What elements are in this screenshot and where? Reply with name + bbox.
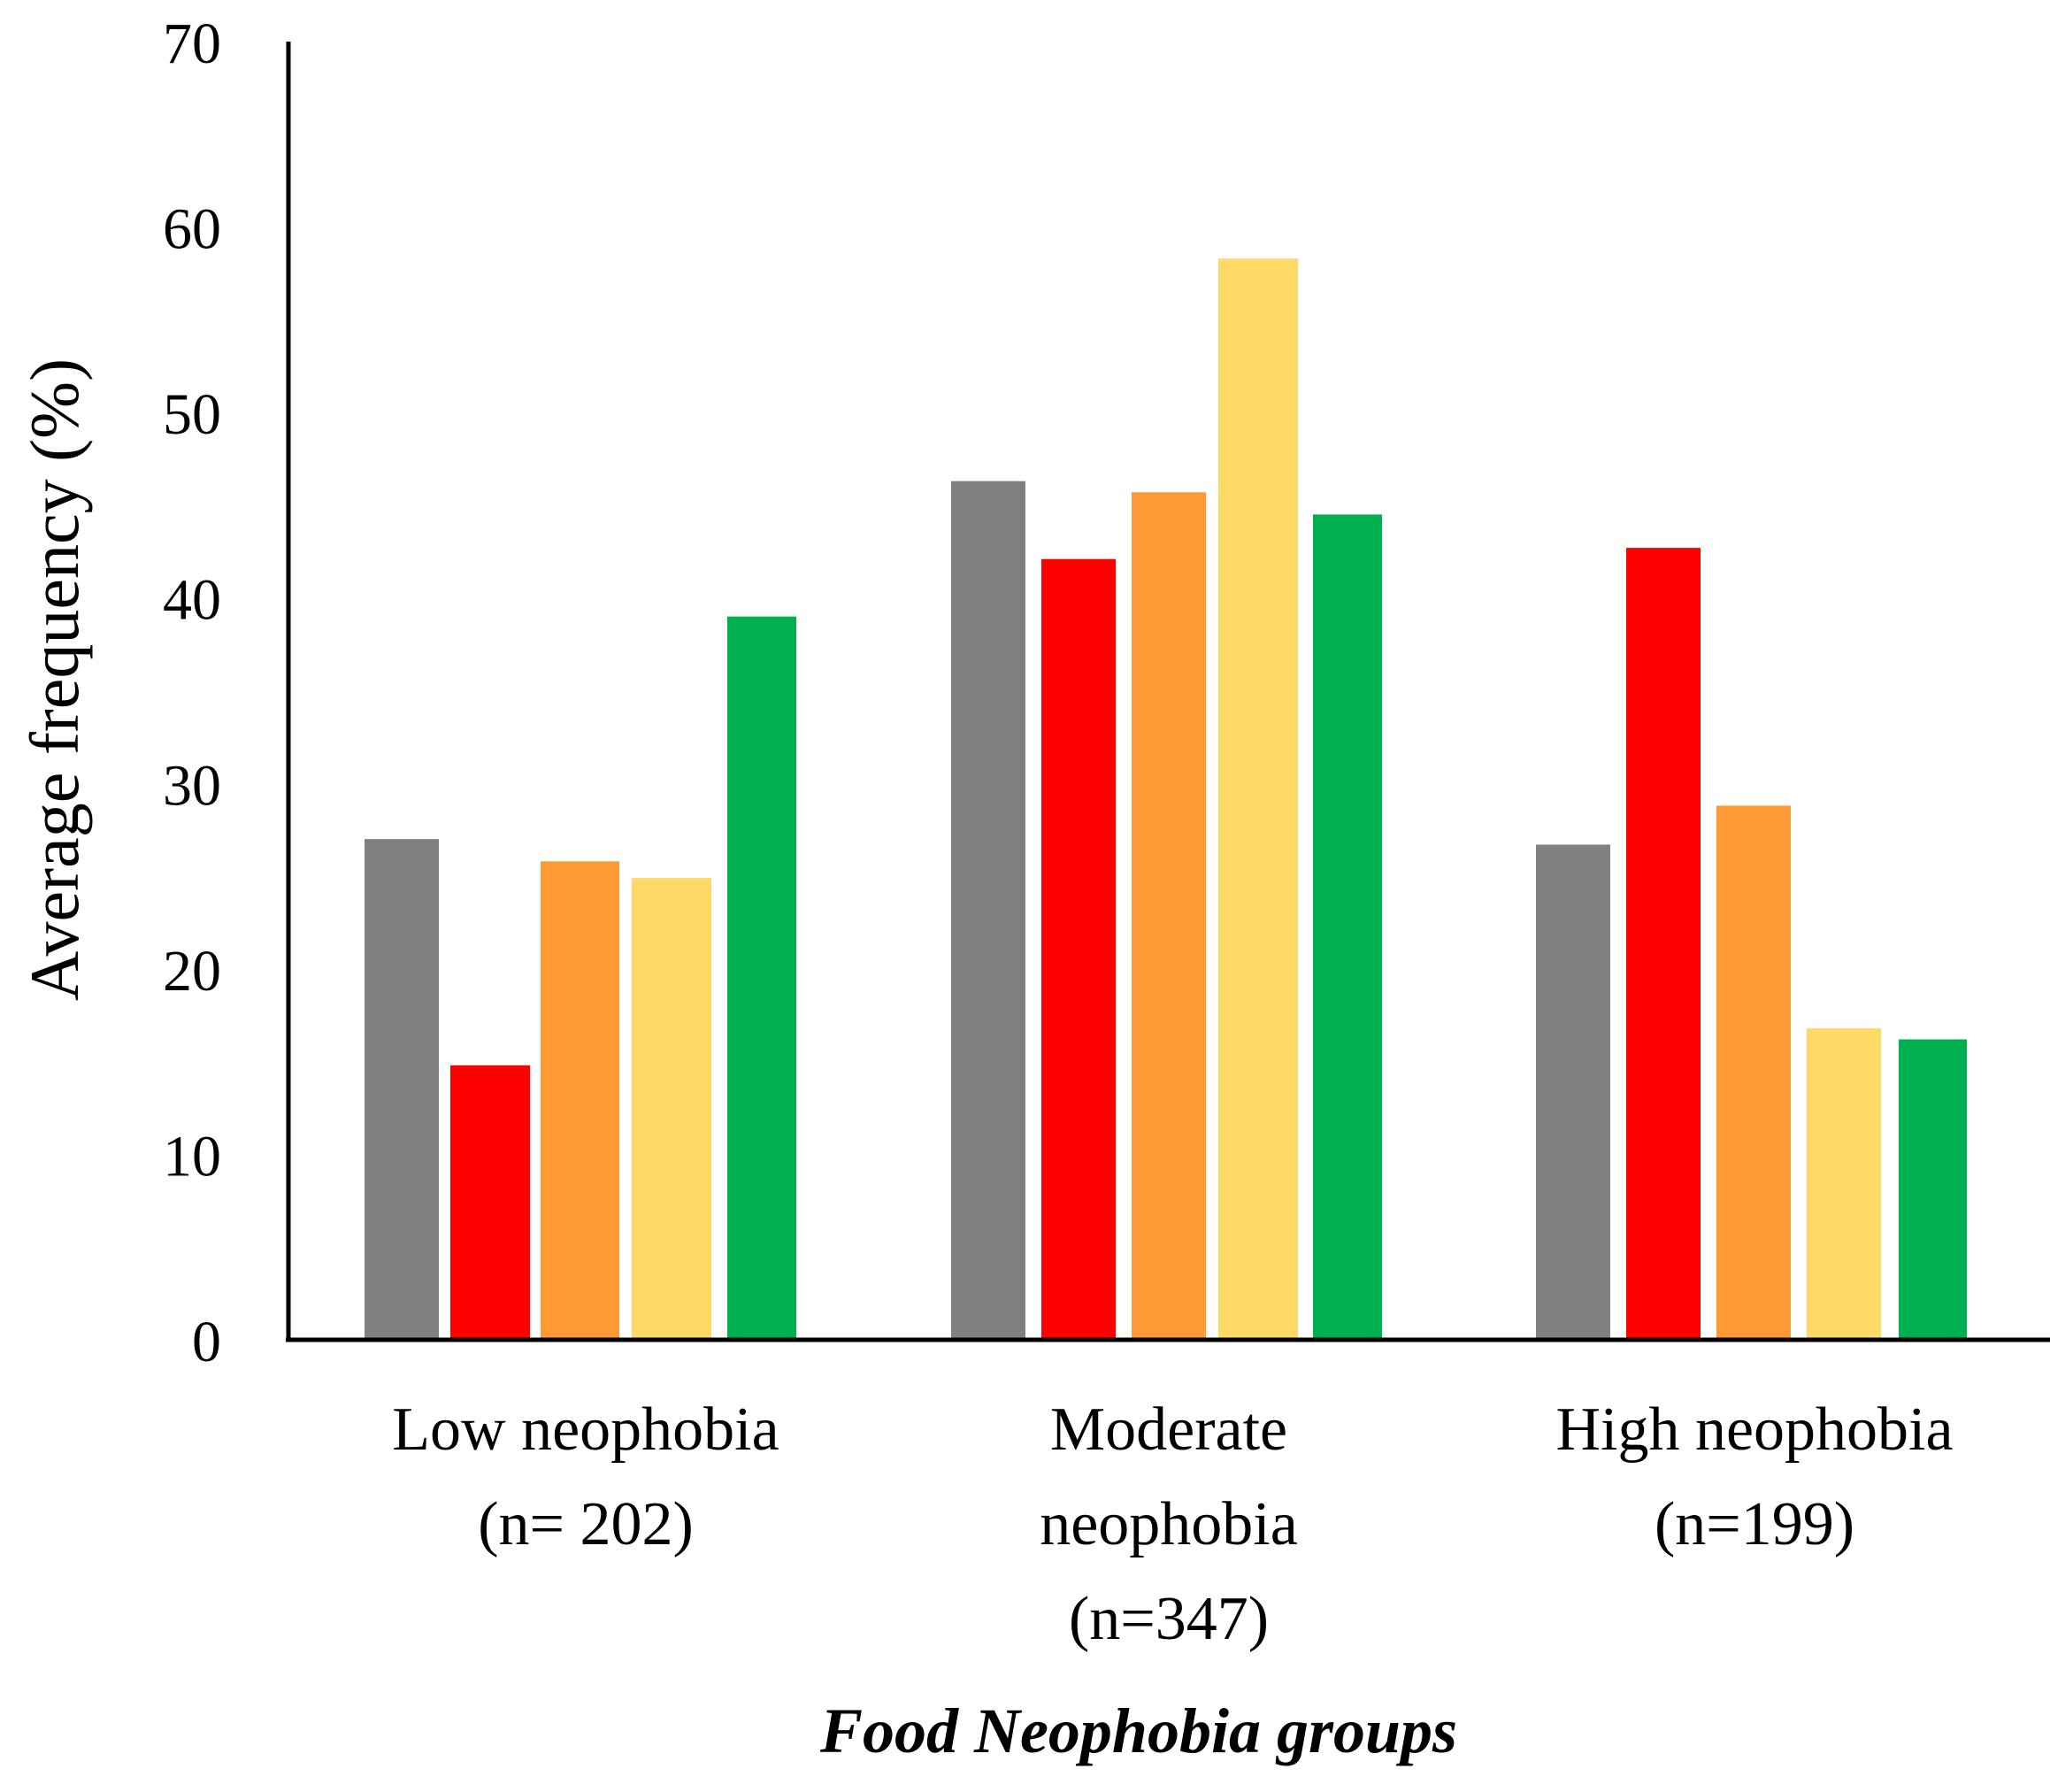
bar-series-1-group-3 bbox=[1536, 844, 1610, 1340]
x-category-labels: Low neophobia (n= 202) Moderate neophobia (n… bbox=[392, 1396, 1953, 1653]
y-tick-labels: 0 10 20 30 40 50 60 70 bbox=[163, 12, 221, 1374]
bar-series-2-group-1 bbox=[450, 1065, 530, 1340]
y-tick-label: 40 bbox=[163, 568, 221, 633]
bar-series-2-group-2 bbox=[1041, 558, 1116, 1340]
category-label-line: (n=347) bbox=[1069, 1585, 1269, 1653]
y-tick-label: 70 bbox=[163, 12, 221, 76]
y-axis-title: Average frequency (%) bbox=[16, 358, 93, 1001]
category-label-2: Moderate neophobia (n=347) bbox=[1040, 1396, 1298, 1653]
category-label-line: (n= 202) bbox=[478, 1490, 694, 1558]
category-label-3: High neophobia (n=199) bbox=[1555, 1396, 1953, 1558]
category-label-line: neophobia bbox=[1040, 1490, 1298, 1558]
category-label-line: High neophobia bbox=[1555, 1396, 1953, 1464]
category-label-line: (n=199) bbox=[1655, 1490, 1854, 1558]
category-label-1: Low neophobia (n= 202) bbox=[392, 1396, 779, 1558]
y-tick-label: 50 bbox=[163, 382, 221, 447]
bar-series-4-group-3 bbox=[1807, 1027, 1881, 1340]
bars-layer bbox=[365, 258, 1967, 1340]
category-label-line: Low neophobia bbox=[392, 1396, 779, 1464]
bar-series-4-group-1 bbox=[632, 878, 711, 1340]
bar-series-2-group-3 bbox=[1626, 548, 1701, 1340]
x-axis-title: Food Neophobia groups bbox=[819, 1696, 1457, 1766]
category-label-line: Moderate bbox=[1050, 1396, 1287, 1464]
bar-series-3-group-3 bbox=[1716, 805, 1791, 1340]
y-tick-label: 20 bbox=[163, 939, 221, 1004]
bar-series-1-group-1 bbox=[365, 839, 439, 1340]
axes-layer bbox=[286, 42, 2050, 1342]
bar-series-3-group-1 bbox=[541, 861, 619, 1340]
bar-series-5-group-3 bbox=[1899, 1039, 1967, 1340]
bar-series-5-group-2 bbox=[1313, 514, 1382, 1340]
y-tick-label: 10 bbox=[163, 1124, 221, 1188]
bar-series-1-group-2 bbox=[951, 481, 1025, 1340]
y-tick-label: 30 bbox=[163, 753, 221, 818]
bar-series-5-group-1 bbox=[727, 616, 796, 1340]
bar-series-4-group-2 bbox=[1218, 258, 1298, 1340]
y-tick-label: 60 bbox=[163, 197, 221, 262]
bar-series-3-group-2 bbox=[1132, 492, 1206, 1340]
y-tick-label: 0 bbox=[192, 1310, 221, 1374]
